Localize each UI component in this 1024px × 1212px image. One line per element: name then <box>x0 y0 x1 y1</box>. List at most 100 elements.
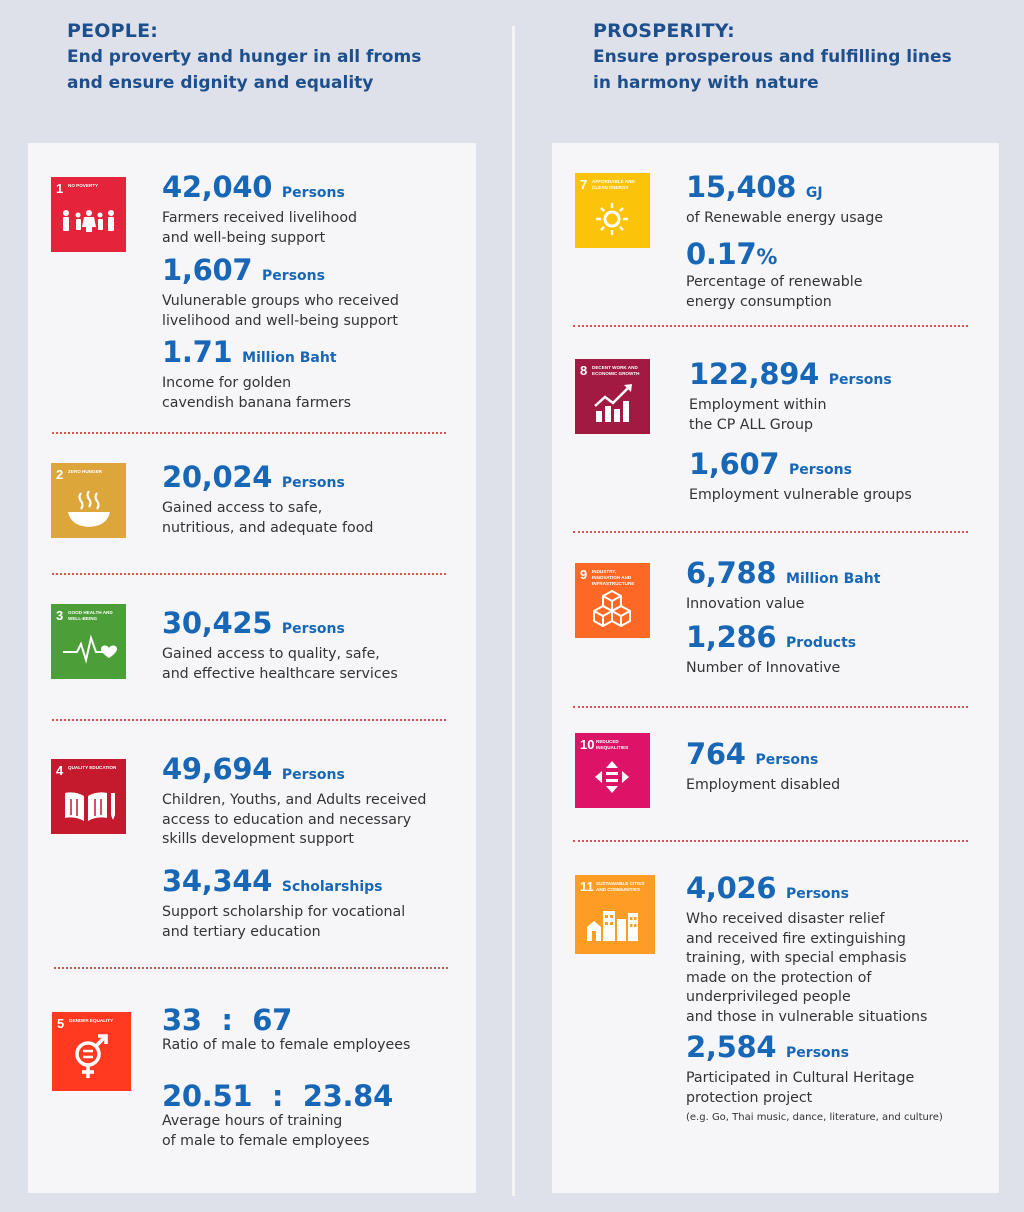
stat-description: Employment disabled <box>686 777 841 793</box>
sdg-2-tile: 2 ZERO HUNGER <box>51 463 126 538</box>
sdg-title: QUALITY EDUCATION <box>68 765 117 770</box>
family-icon <box>63 210 114 232</box>
stat-farmers: 42,040 Persons Farmers received liveliho… <box>162 171 357 248</box>
sdg-number: 9 <box>580 567 588 582</box>
cubes-icon <box>593 589 631 628</box>
stat-unit: Persons <box>786 1045 849 1061</box>
growth-chart-icon <box>594 384 632 422</box>
prosperity-panel: 7 AFFORDABLE AND CLEAN ENERGY 15,408 GJ … <box>552 143 999 1193</box>
stat-value: 20,024 <box>162 460 273 494</box>
stat-unit: Persons <box>828 372 892 388</box>
stat-value: 2,584 <box>686 1030 777 1064</box>
section-divider <box>573 325 968 327</box>
stat-unit: Persons <box>789 462 852 478</box>
stat-unit: Persons <box>281 767 345 783</box>
stat-value: 1,607 <box>689 447 780 481</box>
sdg-title: INDUSTRY, INNOVATION AND INFRASTRUCTURE <box>592 569 635 586</box>
stat-renewable-percentage: 0.17% Percentage of renewable energy con… <box>686 238 862 312</box>
stat-value: 0.17 <box>686 237 757 271</box>
stat-unit: Million Baht <box>786 571 881 587</box>
sdg-3-tile: 3 GOOD HEALTH AND WELL-BEING <box>51 604 126 679</box>
stat-disabled-employment: 764 Persons Employment disabled <box>686 738 840 796</box>
stat-unit: Million Baht <box>242 350 337 366</box>
section-divider <box>52 719 446 721</box>
people-heading: PEOPLE: <box>67 20 159 42</box>
sdg-number: 5 <box>57 1016 65 1031</box>
stat-education: 49,694 Persons Children, Youths, and Adu… <box>162 753 426 850</box>
stat-value: 15,408 <box>686 170 797 204</box>
stat-unit: Persons <box>262 268 325 284</box>
stat-description: Ratio of male to female employees <box>162 1037 411 1053</box>
sdg-number: 1 <box>56 181 64 196</box>
prosperity-heading: PROSPERITY: <box>593 20 735 42</box>
sdg-title: GENDER EQUALITY <box>69 1018 114 1023</box>
stat-description: Innovation value <box>686 596 805 612</box>
stat-banana-income: 1.71 Million Baht Income for golden cave… <box>162 336 351 413</box>
section-divider <box>52 432 446 434</box>
column-divider <box>512 26 515 1196</box>
people-panel: 1 NO POVERTY 42,040 Persons Farmers rece… <box>28 143 476 1193</box>
stat-value: 1,286 <box>686 620 777 654</box>
sdg-title: NO POVERTY <box>68 183 99 188</box>
stat-unit: GJ <box>805 185 823 201</box>
section-divider <box>573 531 968 533</box>
stat-renewable-energy: 15,408 GJ of Renewable energy usage <box>686 171 883 229</box>
stat-value: 20.51 : 23.84 <box>162 1079 393 1113</box>
stat-value: 122,894 <box>689 357 819 391</box>
sdg-4-tile: 4 QUALITY EDUCATION <box>51 759 126 834</box>
sdg-number: 3 <box>56 608 64 623</box>
stat-value: 42,040 <box>162 170 273 204</box>
stat-unit: Persons <box>281 185 345 201</box>
sdg-5-tile: 5 GENDER EQUALITY <box>52 1012 131 1091</box>
stat-unit: Products <box>786 635 857 651</box>
sdg-7-tile: 7 AFFORDABLE AND CLEAN ENERGY <box>575 173 650 248</box>
equality-arrows-icon <box>595 761 629 793</box>
section-divider <box>573 840 968 842</box>
sdg-10-tile: 10 REDUCED INEQUALITIES <box>575 733 650 808</box>
sdg-number: 4 <box>56 763 64 778</box>
stat-vulnerable-groups: 1,607 Persons Vulunerable groups who rec… <box>162 254 399 331</box>
stat-value: 6,788 <box>686 556 777 590</box>
stat-description: Number of Innovative <box>686 660 841 676</box>
stat-description: Percentage of renewable energy consumpti… <box>686 274 863 310</box>
stat-description: Average hours of training of male to fem… <box>162 1113 370 1149</box>
stat-value: 33 : 67 <box>162 1003 292 1037</box>
food-bowl-icon <box>68 490 110 527</box>
sdg-title: ZERO HUNGER <box>68 469 102 474</box>
stat-unit: % <box>756 245 778 269</box>
sdg-title: REDUCED INEQUALITIES <box>596 739 629 750</box>
book-pencil-icon <box>65 792 115 821</box>
stat-description: Who received disaster relief and receive… <box>686 911 928 1025</box>
stat-value: 4,026 <box>686 871 777 905</box>
stat-value: 1.71 <box>162 335 233 369</box>
stat-description: Children, Youths, and Adults received ac… <box>162 792 427 847</box>
sdg-title: GOOD HEALTH AND WELL-BEING <box>68 610 113 621</box>
stat-value: 49,694 <box>162 752 273 786</box>
section-divider <box>573 706 968 708</box>
stat-description: Support scholarship for vocational and t… <box>162 904 406 940</box>
stat-description: of Renewable energy usage <box>686 210 884 226</box>
sdg-11-tile: 11 SUSTAINABLE CITIES AND COMMUNITIES <box>575 875 655 954</box>
stat-innovative-products: 1,286 Products Number of Innovative <box>686 621 856 679</box>
sdg-number: 2 <box>56 467 64 482</box>
sdg-title: DECENT WORK AND ECONOMIC GROWTH <box>592 365 640 376</box>
stat-vulnerable-employment: 1,607 Persons Employment vulnerable grou… <box>689 448 912 506</box>
stat-description: Participated in Cultural Heritage protec… <box>686 1070 915 1106</box>
stat-healthcare: 30,425 Persons Gained access to quality,… <box>162 607 398 684</box>
stat-note: (e.g. Go, Thai music, dance, literature,… <box>686 1112 943 1123</box>
stat-unit: Scholarships <box>281 879 383 895</box>
stat-description: Vulunerable groups who received liveliho… <box>162 293 399 329</box>
city-buildings-icon <box>587 911 638 941</box>
stat-innovation-value: 6,788 Million Baht Innovation value <box>686 557 880 615</box>
stat-value: 764 <box>686 737 746 771</box>
section-divider <box>52 573 446 575</box>
stat-value: 30,425 <box>162 606 273 640</box>
sun-icon <box>596 203 628 235</box>
section-divider <box>54 967 448 969</box>
heartbeat-icon <box>63 634 117 664</box>
stat-value: 34,344 <box>162 864 273 898</box>
stat-value: 1,607 <box>162 253 253 287</box>
sdg-title: SUSTAINABLE CITIES AND COMMUNITIES <box>596 881 645 892</box>
sdg-1-tile: 1 NO POVERTY <box>51 177 126 252</box>
stat-training-hours: 20.51 : 23.84 Average hours of training … <box>162 1080 393 1151</box>
